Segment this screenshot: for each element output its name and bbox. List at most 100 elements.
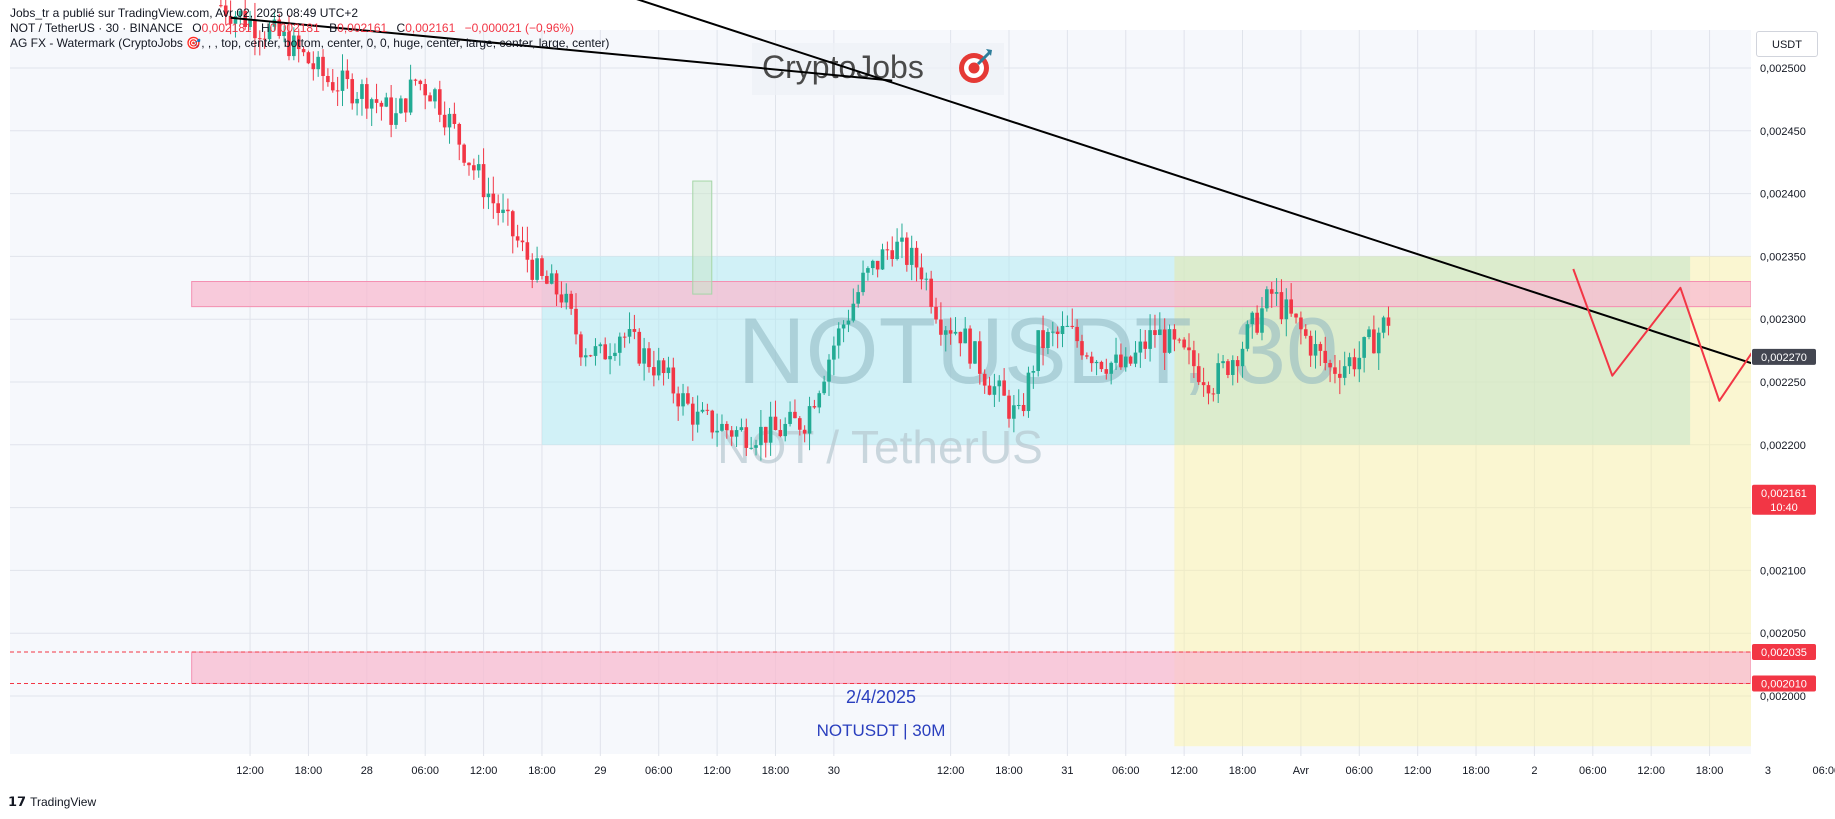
candle-body	[875, 260, 880, 270]
candle-body	[248, 19, 252, 27]
candle-body	[1206, 385, 1211, 394]
candle-body	[306, 52, 311, 64]
candle-body	[676, 393, 680, 407]
candle-body	[686, 393, 690, 404]
candle-body	[1007, 395, 1011, 419]
candle-body	[311, 63, 316, 70]
candle-body	[1094, 361, 1099, 364]
candle-body	[520, 240, 525, 243]
candle-body	[1138, 341, 1143, 353]
candle-body	[452, 113, 457, 124]
candle-body	[296, 35, 301, 50]
candle-body	[1245, 324, 1250, 349]
price-tick-label: 0,002300	[1760, 314, 1806, 326]
candle-body	[832, 345, 836, 360]
candle-body	[982, 373, 987, 386]
candle-body	[642, 348, 646, 364]
candle-body	[1143, 341, 1148, 349]
candle-body	[846, 320, 851, 325]
candle-body	[919, 267, 924, 280]
candle-body	[802, 429, 807, 434]
candle-body	[423, 84, 427, 96]
candle-body	[958, 331, 963, 344]
candle-body	[637, 331, 642, 364]
candle-body	[360, 84, 364, 99]
candle-body	[1036, 330, 1040, 372]
candle-body	[715, 430, 719, 433]
brand-label: TradingView	[30, 795, 97, 809]
symbol-legend[interactable]: NOT / TetherUS · 30 · BINANCE O0,002181 …	[10, 21, 574, 35]
price-axis[interactable]	[1751, 30, 1835, 756]
candle-body	[1201, 382, 1206, 386]
candle-body	[1221, 361, 1225, 364]
candle-body	[725, 423, 729, 431]
candle-body	[1114, 354, 1118, 363]
candle-body	[593, 346, 598, 356]
candle-body	[1080, 341, 1084, 356]
candle-body	[943, 330, 948, 335]
candle-body	[608, 356, 612, 360]
candle-body	[223, 5, 228, 16]
candle-body	[1123, 356, 1128, 368]
candle-body	[1153, 330, 1157, 336]
candle-body	[413, 79, 418, 81]
indicator-legend[interactable]: AG FX - Watermark (CryptoJobs 🎯, , , top…	[10, 36, 610, 50]
candle-body	[1333, 367, 1337, 374]
candle-body	[1060, 325, 1065, 335]
candle-body	[1269, 289, 1274, 294]
candle-body	[1182, 339, 1186, 348]
supply-zone	[191, 281, 1752, 308]
time-tick-label: 18:00	[995, 765, 1023, 777]
candle-body	[754, 445, 758, 448]
candle-body	[622, 336, 627, 338]
candle-body	[476, 164, 481, 171]
candle-body	[1065, 325, 1070, 327]
candle-body	[827, 359, 831, 382]
time-axis[interactable]	[0, 756, 1751, 778]
candle-body	[773, 416, 778, 431]
price-tick-label: 0,002000	[1760, 691, 1806, 703]
time-tick-label: 3	[1765, 765, 1771, 777]
countdown-text: 10:40	[1770, 502, 1798, 514]
candle-body	[1211, 393, 1216, 395]
candle-body	[540, 258, 544, 276]
candle-body	[408, 79, 413, 113]
time-tick-label: 06:00	[1813, 765, 1835, 777]
candle-body	[613, 352, 617, 357]
candle-body	[1299, 317, 1303, 330]
time-tick-label: 12:00	[937, 765, 965, 777]
brand-footer[interactable]: 𝟭𝟳 TradingView	[8, 794, 96, 810]
time-tick-label: 06:00	[1579, 765, 1607, 777]
candle-body	[934, 306, 938, 320]
candle-body	[262, 38, 267, 40]
change-value: −0,000021 (−0,96%)	[464, 21, 575, 35]
candle-body	[987, 385, 992, 395]
candle-body	[574, 308, 578, 335]
candle-body	[1342, 366, 1347, 378]
candle-body	[326, 75, 330, 83]
currency-button[interactable]: USDT	[1756, 31, 1818, 57]
candle-body	[350, 79, 355, 104]
candle-body	[365, 84, 369, 109]
price-tick-label: 0,002500	[1760, 63, 1806, 75]
candle-body	[788, 411, 792, 424]
candle-body	[481, 164, 486, 198]
candle-body	[1289, 299, 1293, 314]
candle-body	[598, 344, 603, 347]
time-tick-label: 31	[1061, 765, 1073, 777]
close-label: C	[396, 21, 406, 35]
candle-body	[734, 430, 739, 437]
candle-body	[914, 247, 919, 268]
candle-body	[374, 99, 379, 103]
candle-body	[1031, 371, 1036, 373]
candle-body	[253, 19, 257, 39]
candle-body	[812, 406, 817, 408]
candle-body	[1158, 329, 1162, 336]
candle-body	[900, 237, 904, 242]
candle-body	[418, 80, 423, 85]
candle-body	[1128, 356, 1133, 364]
candle-body	[457, 123, 462, 145]
price-tick-label: 0,002400	[1760, 189, 1806, 201]
candle-body	[1372, 329, 1376, 354]
